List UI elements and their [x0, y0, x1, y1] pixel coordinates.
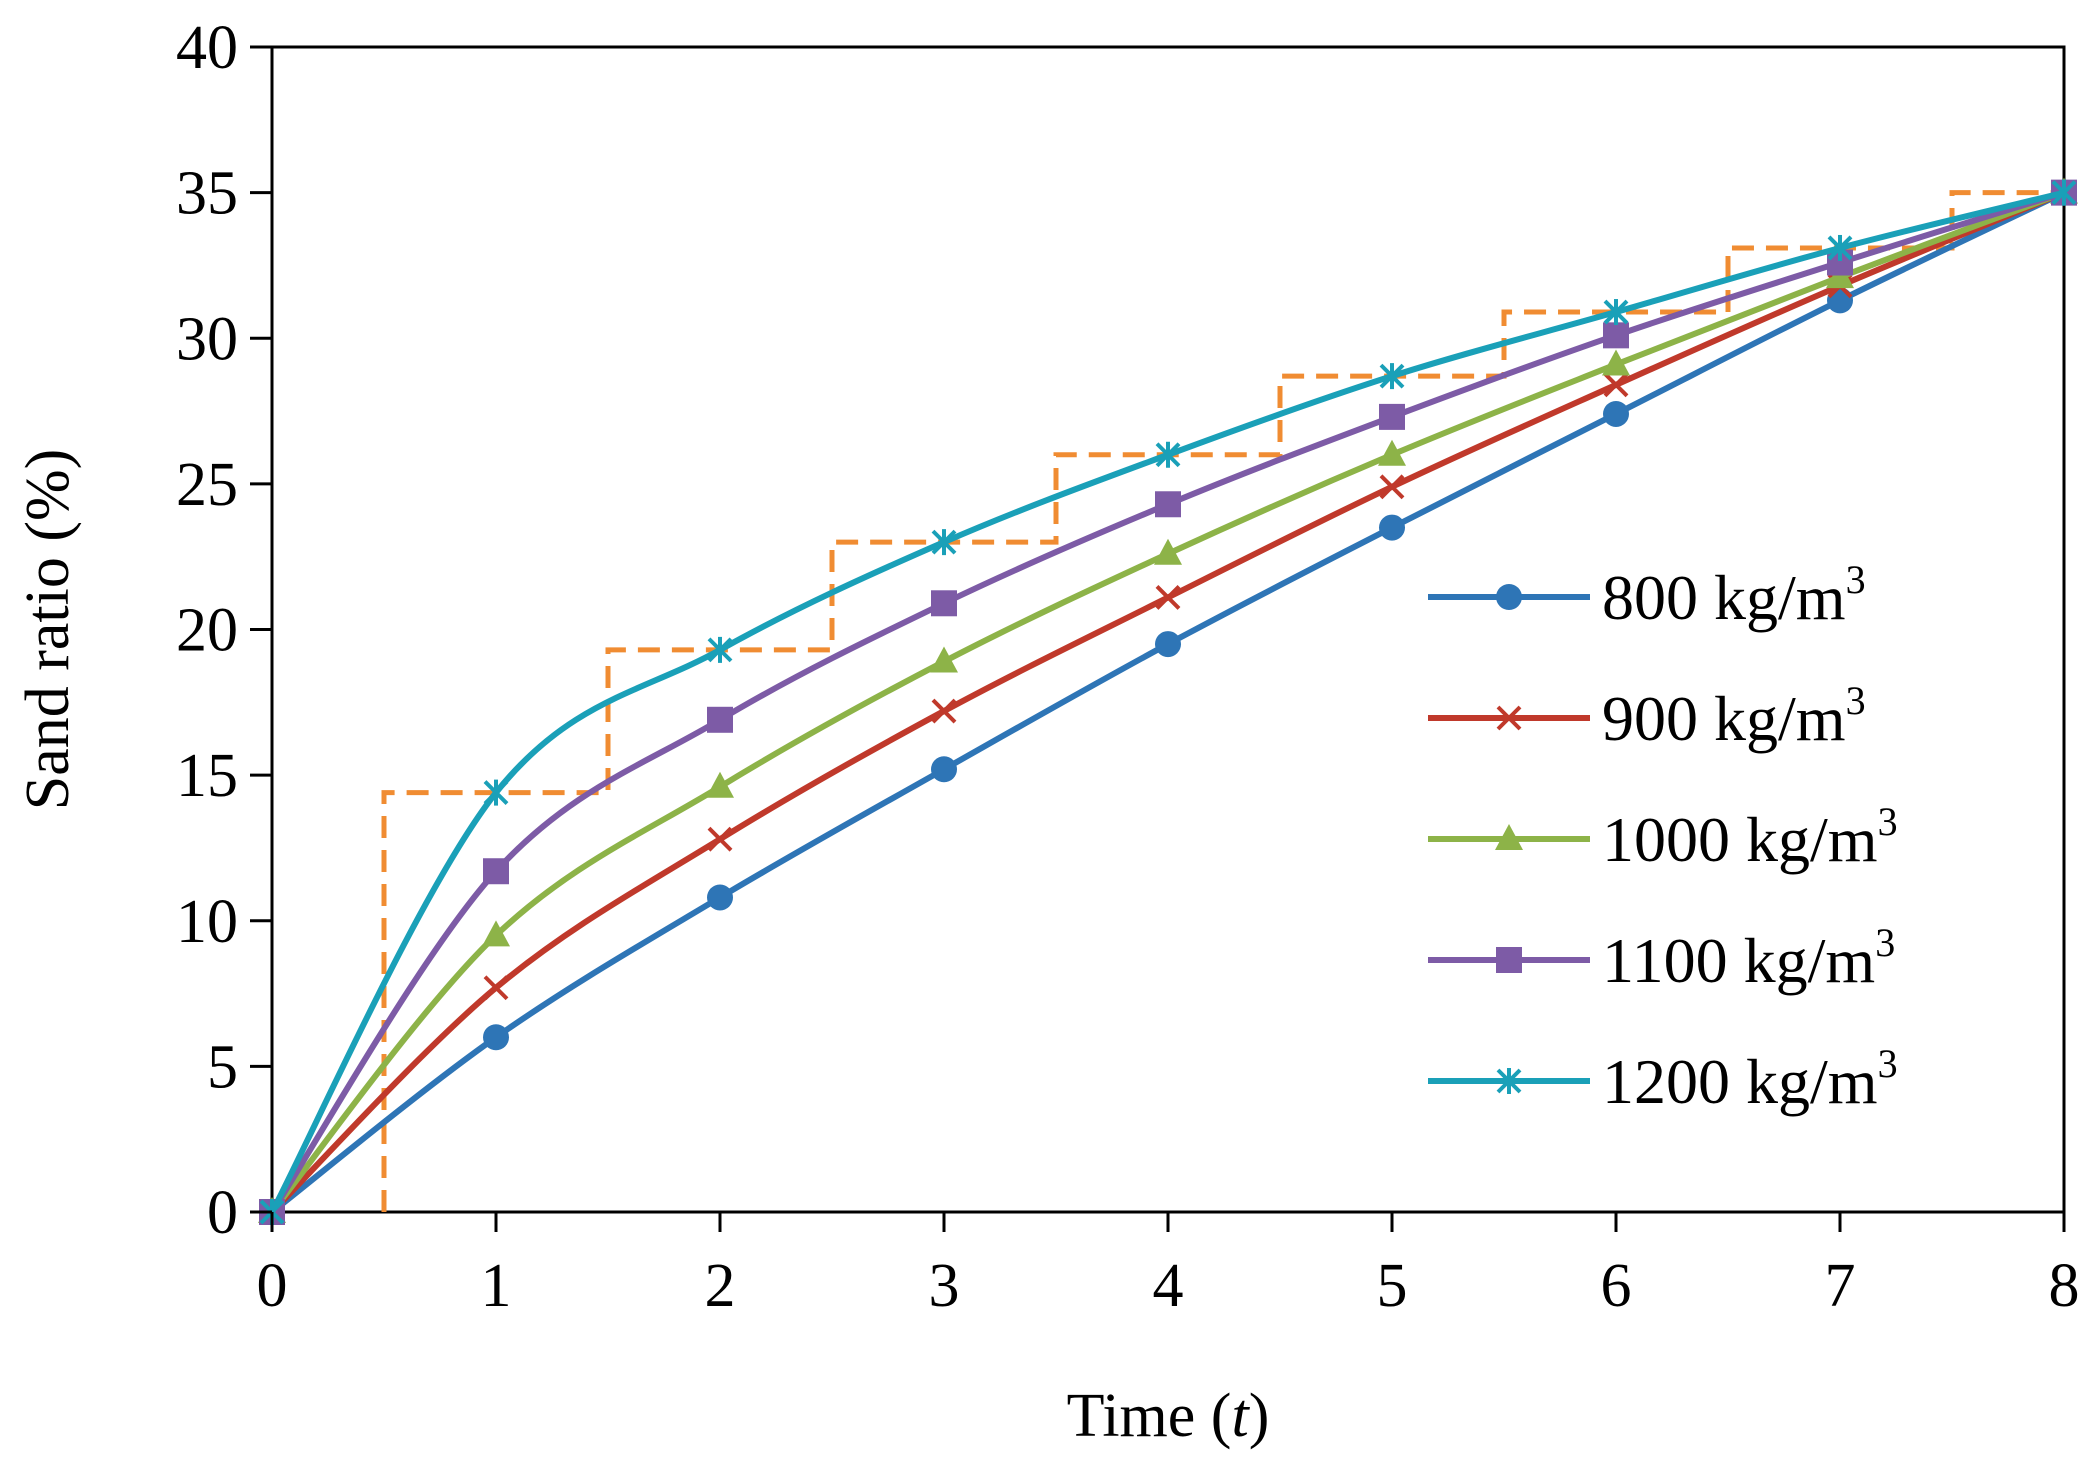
- legend-item: 1100 kg/m3: [1428, 920, 1895, 996]
- data-point-marker: [1379, 474, 1405, 500]
- legend-marker: [1496, 584, 1522, 610]
- data-point-marker: [1155, 585, 1181, 610]
- y-axis-title: Sand ratio (%): [14, 449, 82, 811]
- series-layer: [258, 177, 2078, 1225]
- x-axis-title-italic: t: [1231, 1382, 1250, 1450]
- legend-label-text: 1100 kg/m: [1602, 925, 1875, 996]
- x-tick-label: 1: [481, 1252, 512, 1320]
- series-line: [270, 189, 2066, 1215]
- legend-marker: [1496, 1068, 1522, 1094]
- series-line: [269, 189, 2065, 1214]
- legend-marker: [1496, 705, 1522, 731]
- x-tick-label: 8: [2049, 1252, 2080, 1320]
- data-point-marker: [1155, 441, 1181, 468]
- series-0: [259, 179, 2077, 1225]
- legend-label-superscript: 3: [1878, 1041, 1898, 1086]
- legend-label: 800 kg/m3: [1602, 557, 1866, 633]
- data-point-marker: [707, 706, 733, 733]
- legend-label: 1000 kg/m3: [1602, 799, 1898, 875]
- data-point-marker: [1155, 631, 1181, 658]
- legend-label: 1100 kg/m3: [1602, 920, 1895, 996]
- data-point-marker: [707, 826, 733, 852]
- y-tick-label: 35: [176, 160, 238, 228]
- legend-label-text: 900 kg/m: [1602, 683, 1846, 754]
- legend-item: 900 kg/m3: [1428, 678, 1866, 754]
- legend-label-superscript: 3: [1846, 678, 1866, 723]
- x-tick-label: 3: [929, 1252, 960, 1320]
- x-axis-title-prefix: Time (: [1067, 1382, 1232, 1450]
- data-point-marker: [1827, 234, 1853, 261]
- staged-sand-ratio-step-line: [381, 190, 2064, 1212]
- legend-label-superscript: 3: [1878, 799, 1898, 844]
- legend-label-text: 1200 kg/m: [1602, 1046, 1878, 1117]
- x-tick-label: 2: [705, 1252, 736, 1320]
- legend-item: 1200 kg/m3: [1428, 1041, 1898, 1117]
- legend-label: 900 kg/m3: [1602, 678, 1866, 754]
- step-line-layer: [381, 190, 2064, 1212]
- series-line: [269, 189, 2066, 1215]
- data-point-marker: [483, 975, 509, 1001]
- y-tick-label: 30: [176, 305, 238, 373]
- data-point-marker: [482, 920, 510, 947]
- data-point-marker: [706, 771, 734, 798]
- data-point-marker: [483, 1024, 509, 1051]
- x-axis-title: Time (t): [1067, 1382, 1270, 1450]
- x-tick-label: 7: [1825, 1252, 1856, 1320]
- legend-item: 800 kg/m3: [1428, 557, 1866, 633]
- data-point-marker: [1602, 349, 1630, 376]
- legend-item: 1000 kg/m3: [1428, 799, 1898, 875]
- data-point-marker: [1379, 363, 1405, 390]
- x-tick-label: 5: [1377, 1252, 1408, 1320]
- legend-label: 1200 kg/m3: [1602, 1041, 1898, 1117]
- x-tick-label: 0: [257, 1252, 288, 1320]
- legend-marker: [1496, 947, 1522, 973]
- data-point-marker: [707, 884, 733, 911]
- data-point-marker: [1378, 439, 1406, 466]
- y-tick-label: 5: [207, 1033, 238, 1101]
- x-tick-label: 6: [1601, 1252, 1632, 1320]
- data-point-marker: [1379, 403, 1405, 430]
- data-point-marker: [1603, 400, 1629, 427]
- data-point-marker: [931, 698, 957, 724]
- legend-label-text: 1000 kg/m: [1602, 804, 1878, 875]
- plot-area: [270, 45, 2066, 1214]
- y-tick-label: 10: [176, 888, 238, 956]
- legend-marker: [1495, 824, 1523, 850]
- data-point-marker: [1379, 514, 1405, 541]
- data-point-marker: [931, 756, 957, 783]
- legend-label-superscript: 3: [1875, 920, 1895, 965]
- axes-layer: 0 5 10 15 20 25 30 35 40 0 1 2 3 4 5 6 7 8: [176, 14, 2080, 1320]
- x-tick-label: 4: [1153, 1252, 1184, 1320]
- legend-label-superscript: 3: [1846, 557, 1866, 602]
- data-point-marker: [1603, 372, 1629, 398]
- data-point-marker: [483, 779, 509, 806]
- data-point-marker: [931, 529, 957, 556]
- data-point-marker: [1154, 538, 1182, 565]
- y-tick-label: 25: [176, 451, 238, 519]
- data-point-marker: [1603, 322, 1629, 349]
- y-tick-label: 40: [176, 14, 238, 82]
- series-4: [259, 179, 2077, 1225]
- y-tick-label: 15: [176, 742, 238, 810]
- data-point-marker: [483, 858, 509, 885]
- series-line: [269, 189, 2066, 1214]
- data-point-marker: [707, 636, 733, 663]
- data-point-marker: [930, 646, 958, 673]
- y-tick-label: 20: [176, 597, 238, 665]
- x-axis-title-suffix: ): [1249, 1382, 1270, 1450]
- data-point-marker: [1603, 299, 1629, 326]
- y-tick-label: 0: [207, 1179, 238, 1247]
- data-point-marker: [931, 590, 957, 617]
- legend-label-text: 800 kg/m: [1602, 562, 1846, 633]
- data-point-marker: [2051, 179, 2077, 206]
- data-point-marker: [1155, 491, 1181, 518]
